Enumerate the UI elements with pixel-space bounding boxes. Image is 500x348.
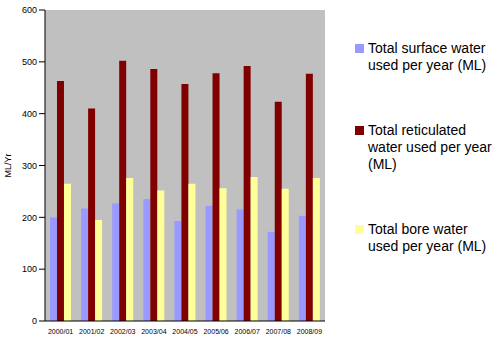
svg-text:2005/06: 2005/06 bbox=[203, 328, 228, 335]
svg-text:0: 0 bbox=[32, 316, 37, 326]
html-text:Total reticulated water used p: Total reticulated water used per year (M… bbox=[368, 122, 492, 172]
svg-text:600: 600 bbox=[22, 5, 37, 15]
svg-text:ML/Yr: ML/Yr bbox=[8, 153, 13, 177]
html-text:Total surface water used per y: Total surface water used per year (ML) bbox=[368, 40, 487, 73]
svg-text:400: 400 bbox=[22, 109, 37, 119]
svg-text:500: 500 bbox=[22, 57, 37, 67]
svg-text:2001/02: 2001/02 bbox=[79, 328, 104, 335]
svg-text:2002/03: 2002/03 bbox=[110, 328, 135, 335]
svg-text:2003/04: 2003/04 bbox=[141, 328, 166, 335]
svg-text:2006/07: 2006/07 bbox=[235, 328, 260, 335]
svg-text:200: 200 bbox=[22, 213, 37, 223]
svg-text:2000/01: 2000/01 bbox=[48, 328, 73, 335]
svg-text:2008/09: 2008/09 bbox=[297, 328, 322, 335]
svg-text:300: 300 bbox=[22, 161, 37, 171]
svg-text:2007/08: 2007/08 bbox=[266, 328, 291, 335]
svg-text:100: 100 bbox=[22, 264, 37, 274]
svg-text:2004/05: 2004/05 bbox=[172, 328, 197, 335]
html-text:Total bore water used per year: Total bore water used per year (ML) bbox=[368, 221, 487, 254]
